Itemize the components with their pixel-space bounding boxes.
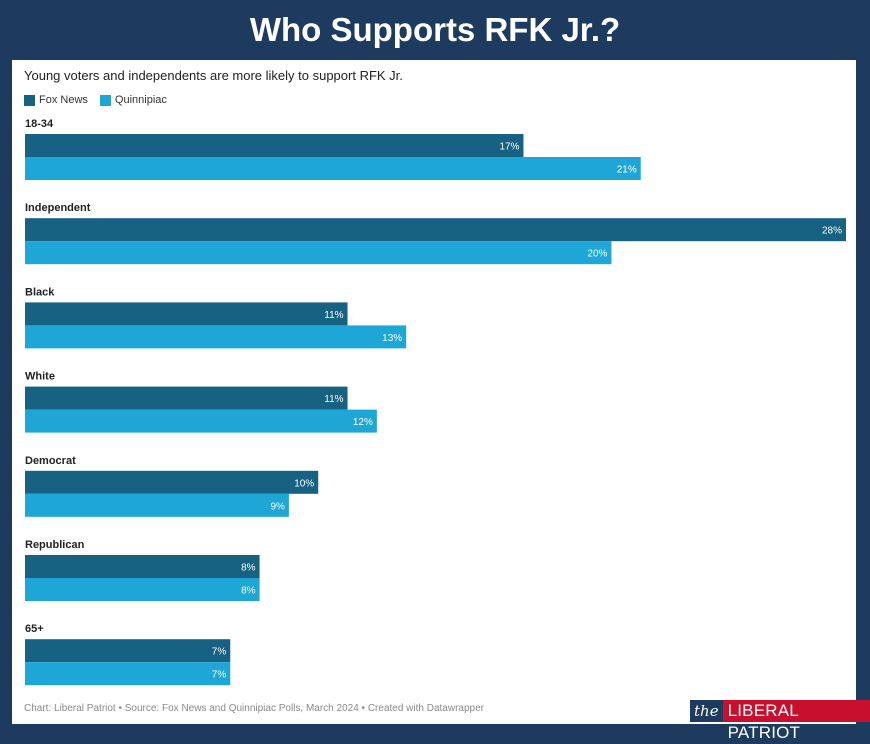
data-label-fox-news-white: 11% <box>324 394 343 405</box>
category-label-independent: Independent <box>25 202 91 214</box>
bar-fox-news-democrat <box>25 470 319 494</box>
legend-label-quinnipiac: Quinnipiac <box>114 94 167 106</box>
chart-panel: Young voters and independents are more l… <box>12 60 856 724</box>
chart-legend: Fox News Quinnipiac <box>24 93 179 107</box>
liberal-patriot-logo: the LIBERAL PATRIOT <box>690 700 870 742</box>
category-label-18-34: 18-34 <box>25 118 54 130</box>
bar-quinnipiac-republican <box>25 578 260 601</box>
category-label-white: White <box>25 371 55 383</box>
bar-fox-news-18-34 <box>25 134 524 157</box>
legend-item-fox-news: Fox News <box>24 94 88 106</box>
data-label-quinnipiac-democrat: 9% <box>270 501 285 512</box>
bar-quinnipiac-democrat <box>25 493 289 517</box>
data-label-fox-news-republican: 8% <box>241 563 256 574</box>
data-label-fox-news-65: 7% <box>212 647 227 658</box>
bar-quinnipiac-white <box>25 409 377 433</box>
bar-fox-news-black <box>25 302 348 326</box>
logo-name: LIBERAL PATRIOT <box>722 700 870 742</box>
data-label-quinnipiac-18-34: 21% <box>617 165 637 176</box>
chart-subtitle: Young voters and independents are more l… <box>24 68 403 83</box>
data-label-fox-news-democrat: 10% <box>294 478 314 489</box>
category-label-republican: Republican <box>25 539 85 551</box>
bar-quinnipiac-18-34 <box>25 157 641 180</box>
legend-swatch-quinnipiac <box>99 94 111 106</box>
bar-chart: 18-34 17% 21% Independent 28% 20% Black 11% 13% W… <box>25 118 846 686</box>
data-label-quinnipiac-black: 13% <box>382 333 402 344</box>
data-label-quinnipiac-65: 7% <box>212 670 227 681</box>
data-label-quinnipiac-independent: 20% <box>587 249 607 260</box>
legend-label-fox-news: Fox News <box>39 94 88 106</box>
data-label-fox-news-independent: 28% <box>822 226 842 237</box>
category-label-65: 65+ <box>25 623 44 635</box>
data-label-quinnipiac-white: 12% <box>353 417 373 428</box>
bar-fox-news-republican <box>25 555 260 578</box>
bar-fox-news-65 <box>25 639 231 663</box>
legend-item-quinnipiac: Quinnipiac <box>99 94 167 106</box>
data-label-fox-news-18-34: 17% <box>499 142 519 153</box>
chart-footer: Chart: Liberal Patriot • Source: Fox New… <box>24 703 484 714</box>
logo-prefix: the <box>690 700 723 722</box>
page-title: Who Supports RFK Jr.? <box>249 11 621 48</box>
category-label-democrat: Democrat <box>25 455 76 467</box>
legend-swatch-fox-news <box>24 94 35 106</box>
category-label-black: Black <box>25 286 55 298</box>
bar-quinnipiac-black <box>25 325 407 349</box>
bar-quinnipiac-independent <box>25 241 612 265</box>
bar-fox-news-white <box>25 386 348 410</box>
bar-quinnipiac-65 <box>25 662 231 686</box>
data-label-quinnipiac-republican: 8% <box>241 586 256 597</box>
data-label-fox-news-black: 11% <box>324 310 343 321</box>
bar-fox-news-independent <box>25 218 846 242</box>
